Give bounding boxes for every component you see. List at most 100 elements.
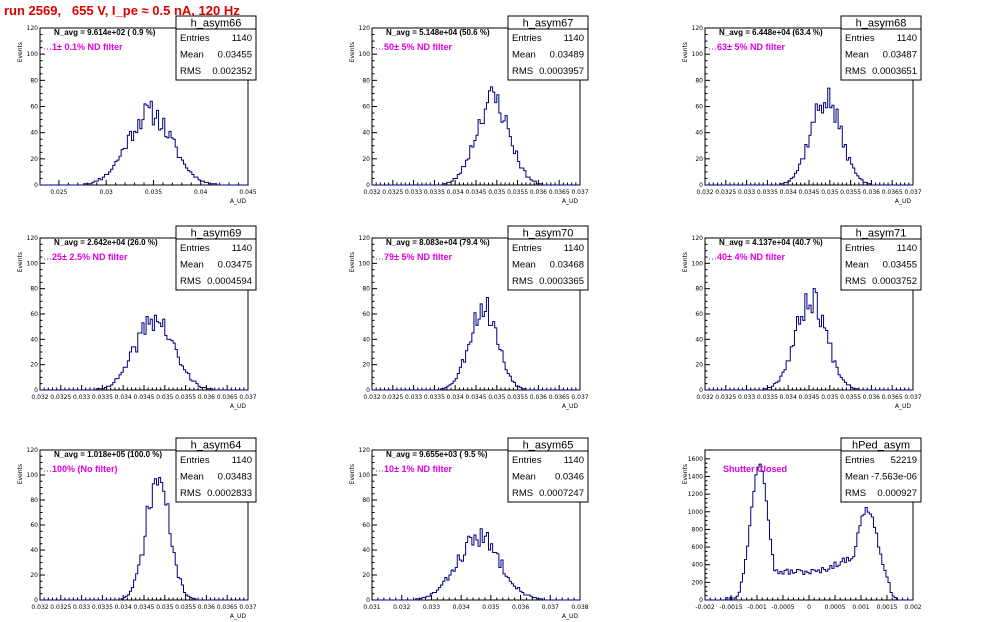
- x-tick-label: 0.0335: [424, 394, 445, 401]
- stat-label-mean: Mean: [180, 50, 204, 61]
- y-tick-label: 20: [30, 362, 38, 369]
- y-tick-label: 0: [34, 182, 38, 189]
- stats-box: h_asym67 Entries 1140 Mean 0.03489 RMS 0.00039…: [507, 15, 589, 81]
- x-tick-label: 0.0345: [799, 189, 820, 196]
- y-tick-label: 1600: [688, 456, 703, 463]
- stat-value-entries: 1140: [232, 455, 252, 466]
- histogram-line: [40, 477, 248, 601]
- histogram-line: [705, 463, 913, 601]
- x-tick-label: 0.033: [738, 394, 755, 401]
- x-tick-label: 0.032: [696, 394, 713, 401]
- histogram-panel-hPed_asym: 0 200 400 600 800 1000 1200 1400 1600 -0.002 -0.00…: [682, 437, 922, 611]
- stat-value-rms: 0.0003365: [539, 276, 584, 287]
- histogram-name: h_asym66: [191, 18, 242, 30]
- x-tick-label: 0.034: [780, 189, 797, 196]
- y-tick-label: 20: [362, 362, 370, 369]
- stats-box: h_asym64 Entries 1140 Mean 0.03483 RMS 0.00028…: [175, 437, 257, 503]
- navg-annotation: N_avg = 6.448e+04 (63.4 %): [719, 28, 823, 37]
- x-tick-label: 0.035: [156, 394, 173, 401]
- y-axis-label: Events: [682, 42, 689, 62]
- x-axis-label: A_UD: [562, 403, 578, 410]
- y-tick-label: 0: [699, 182, 703, 189]
- y-axis-label: Events: [17, 464, 24, 484]
- histogram-line: [40, 314, 248, 391]
- y-tick-label: 600: [692, 544, 704, 551]
- histogram-name: h_asym68: [856, 18, 907, 30]
- stat-value-entries: 1140: [564, 243, 584, 254]
- histogram-panel-h_asym65: 0 20 40 60 80 100 120 0.031 0.032 0.033 0.034 0.035…: [349, 437, 589, 620]
- navg-annotation: N_avg = 9.614e+02 ( 0.9 %): [54, 28, 156, 37]
- stat-value-mean: 0.03475: [218, 260, 252, 271]
- y-tick-label: 20: [695, 362, 703, 369]
- stat-label-entries: Entries: [180, 455, 210, 466]
- x-axis-label: A_UD: [895, 403, 911, 410]
- x-tick-label: 0.033: [73, 394, 90, 401]
- navg-annotation: N_avg = 8.083e+04 (79.4 %): [386, 238, 490, 247]
- filter-annotation: 100% (No filter): [52, 464, 118, 474]
- filter-annotation: 10± 1% ND filter: [384, 464, 452, 474]
- stats-values-box: [507, 450, 589, 503]
- x-tick-label: 0.0325: [50, 394, 71, 401]
- y-tick-label: 60: [362, 104, 370, 111]
- stat-label-mean: Mean: [512, 50, 536, 61]
- stat-value-entries: 1140: [897, 33, 917, 44]
- x-tick-label: 0.0345: [799, 394, 820, 401]
- filter-annotation: 50± 5% ND filter: [384, 42, 452, 52]
- x-axis-label: A_UD: [230, 613, 246, 620]
- y-axis-label: Events: [349, 42, 356, 62]
- histogram-name: h_asym64: [191, 440, 242, 452]
- y-tick-label: 60: [695, 104, 703, 111]
- stats-values-box: [840, 450, 922, 503]
- stat-label-entries: Entries: [180, 243, 210, 254]
- y-tick-label: 100: [692, 260, 704, 267]
- y-tick-label: 80: [362, 286, 370, 293]
- stat-label-rms: RMS: [180, 276, 201, 287]
- x-tick-label: 0.034: [447, 394, 464, 401]
- x-tick-label: 0.036: [530, 394, 547, 401]
- y-tick-label: 100: [359, 260, 371, 267]
- stats-box: h_asym66 Entries 1140 Mean 0.03455 RMS 0.00235…: [175, 15, 257, 81]
- stats-box: h_asym68 Entries 1140 Mean 0.03487 RMS 0.00036…: [840, 15, 922, 81]
- y-tick-label: 20: [695, 156, 703, 163]
- x-tick-label: 0.035: [488, 394, 505, 401]
- histogram-line: [372, 528, 580, 601]
- x-tick-label: 0.036: [198, 604, 215, 611]
- histogram-line: [372, 297, 580, 391]
- y-tick-label: 20: [30, 572, 38, 579]
- x-tick-label: 0.036: [198, 394, 215, 401]
- y-tick-label: 0: [34, 387, 38, 394]
- x-tick-label: 0.036: [863, 189, 880, 196]
- x-tick-label: 0.0345: [466, 189, 487, 196]
- x-tick-label: 0.034: [115, 604, 132, 611]
- y-tick-label: 120: [692, 235, 704, 242]
- stat-label-rms: RMS: [512, 66, 533, 77]
- stat-value-entries: 1140: [564, 455, 584, 466]
- stat-label-mean: Mean: [845, 260, 869, 271]
- stats-box: h_asym65 Entries 1140 Mean 0.0346 RMS 0.000724…: [507, 437, 589, 503]
- x-tick-label: 0.0325: [715, 394, 736, 401]
- y-axis-label: Events: [17, 252, 24, 272]
- stat-label-rms: RMS: [845, 66, 866, 77]
- stat-value-entries: 1140: [897, 243, 917, 254]
- run-title: run 2569, 655 V, I_pe ≈ 0.5 nA, 120 Hz: [4, 3, 240, 18]
- x-tick-label: -0.001: [747, 604, 767, 611]
- x-tick-label: 0.0355: [840, 394, 861, 401]
- stats-values-box: [507, 28, 589, 81]
- x-axis-label: A_UD: [562, 198, 578, 205]
- y-tick-label: 40: [362, 130, 370, 137]
- x-tick-label: 0.0345: [134, 604, 155, 611]
- y-tick-label: 20: [30, 156, 38, 163]
- x-tick-label: 0.025: [50, 189, 67, 196]
- x-tick-label: 0.038: [571, 604, 588, 611]
- x-tick-label: 0.0365: [549, 189, 570, 196]
- stat-label-entries: Entries: [845, 455, 875, 466]
- stat-value-entries: 52219: [891, 455, 917, 466]
- x-tick-label: 0.0365: [217, 604, 238, 611]
- stat-label-mean: Mean: [180, 260, 204, 271]
- stat-value-rms: 0.0007247: [539, 488, 584, 499]
- x-tick-label: 0: [807, 604, 811, 611]
- y-tick-label: 40: [695, 336, 703, 343]
